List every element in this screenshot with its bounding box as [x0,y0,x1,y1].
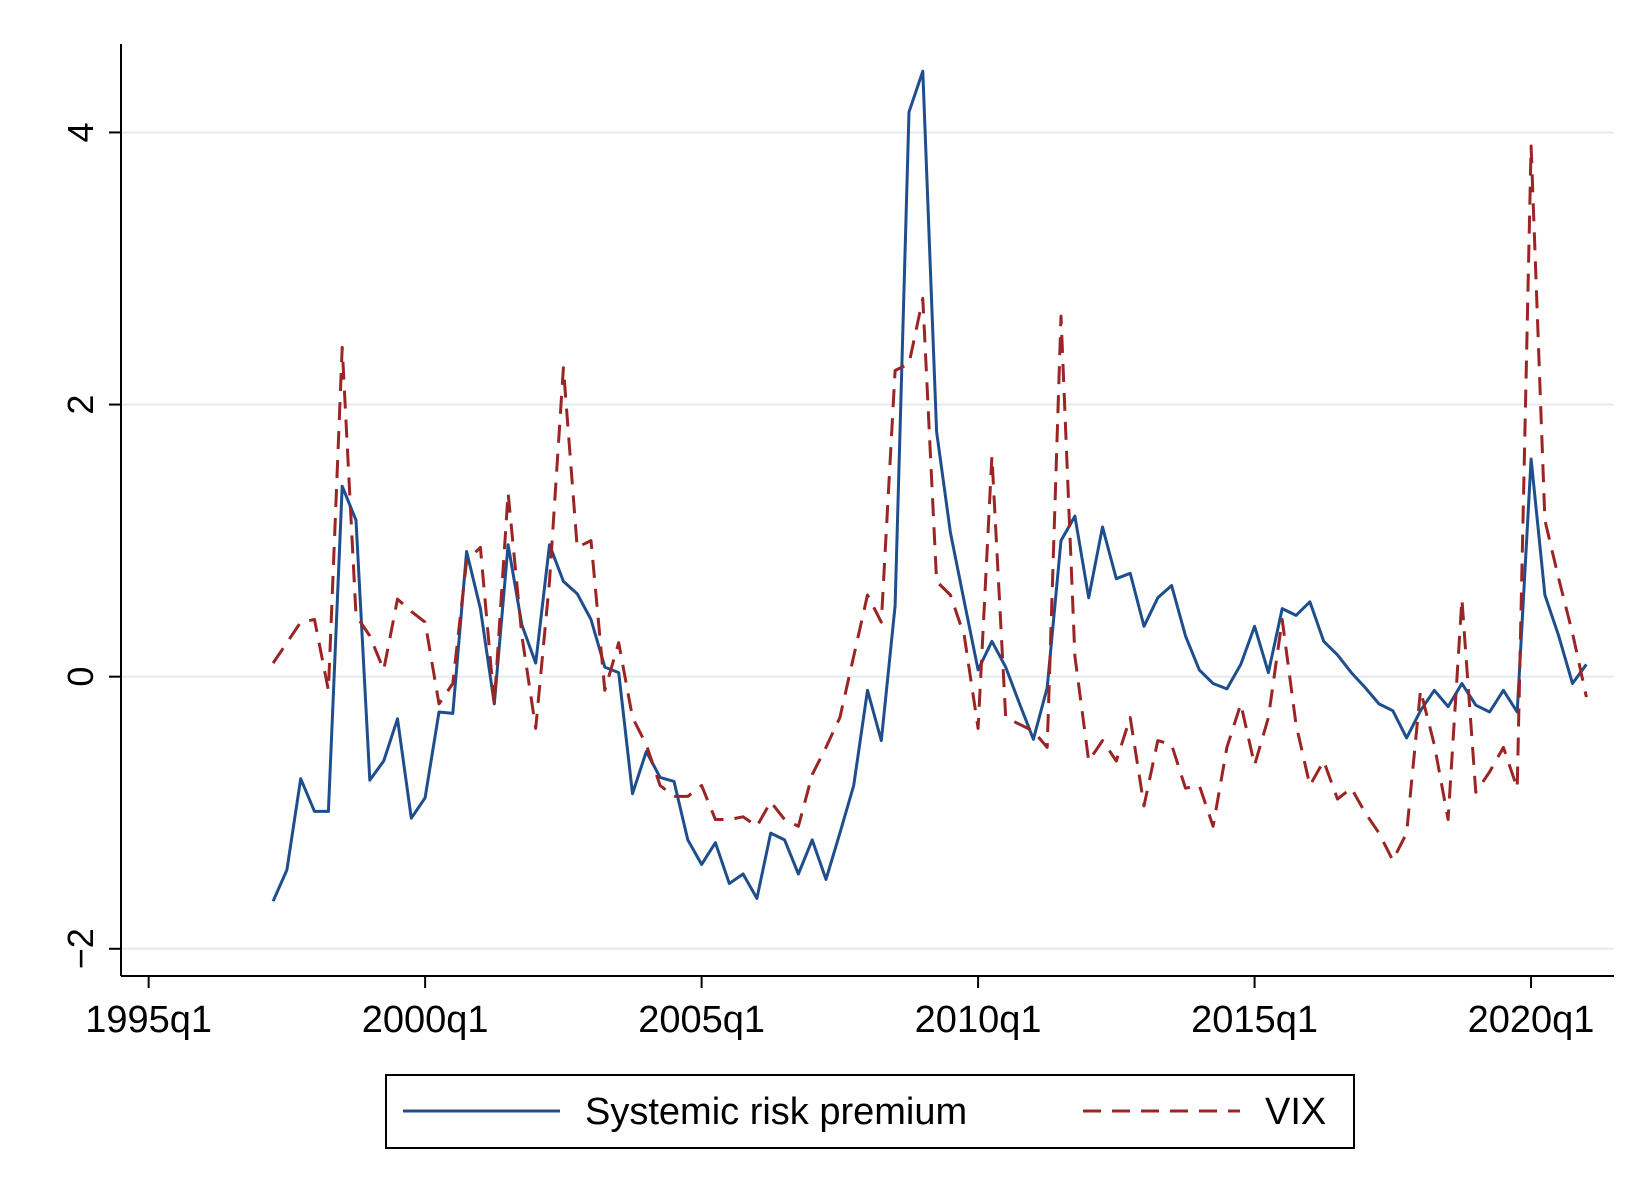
y-tick-label: 0 [60,667,101,687]
y-tick-label: −2 [60,928,101,969]
y-tick-label: 2 [60,395,101,415]
x-tick-label: 2015q1 [1191,999,1318,1041]
y-tick-label: 4 [60,122,101,142]
legend: Systemic risk premium VIX [385,1074,1355,1149]
x-tick-label: 2005q1 [638,999,765,1041]
x-tick-label: 2010q1 [915,999,1042,1041]
legend-label-systemic-risk-premium: Systemic risk premium [585,1091,967,1133]
series-layer [271,69,1588,902]
x-tick-label: 2020q1 [1468,999,1595,1041]
x-axis-ticks: 1995q1 2000q1 2005q1 2010q1 2015q1 2020q1 [85,976,1594,1041]
legend-label-vix: VIX [1265,1091,1326,1133]
x-tick-label: 1995q1 [85,999,212,1041]
y-gridlines [121,131,1614,950]
x-tick-label: 2000q1 [362,999,489,1041]
y-axis-ticks: −2 0 2 4 [60,122,121,969]
